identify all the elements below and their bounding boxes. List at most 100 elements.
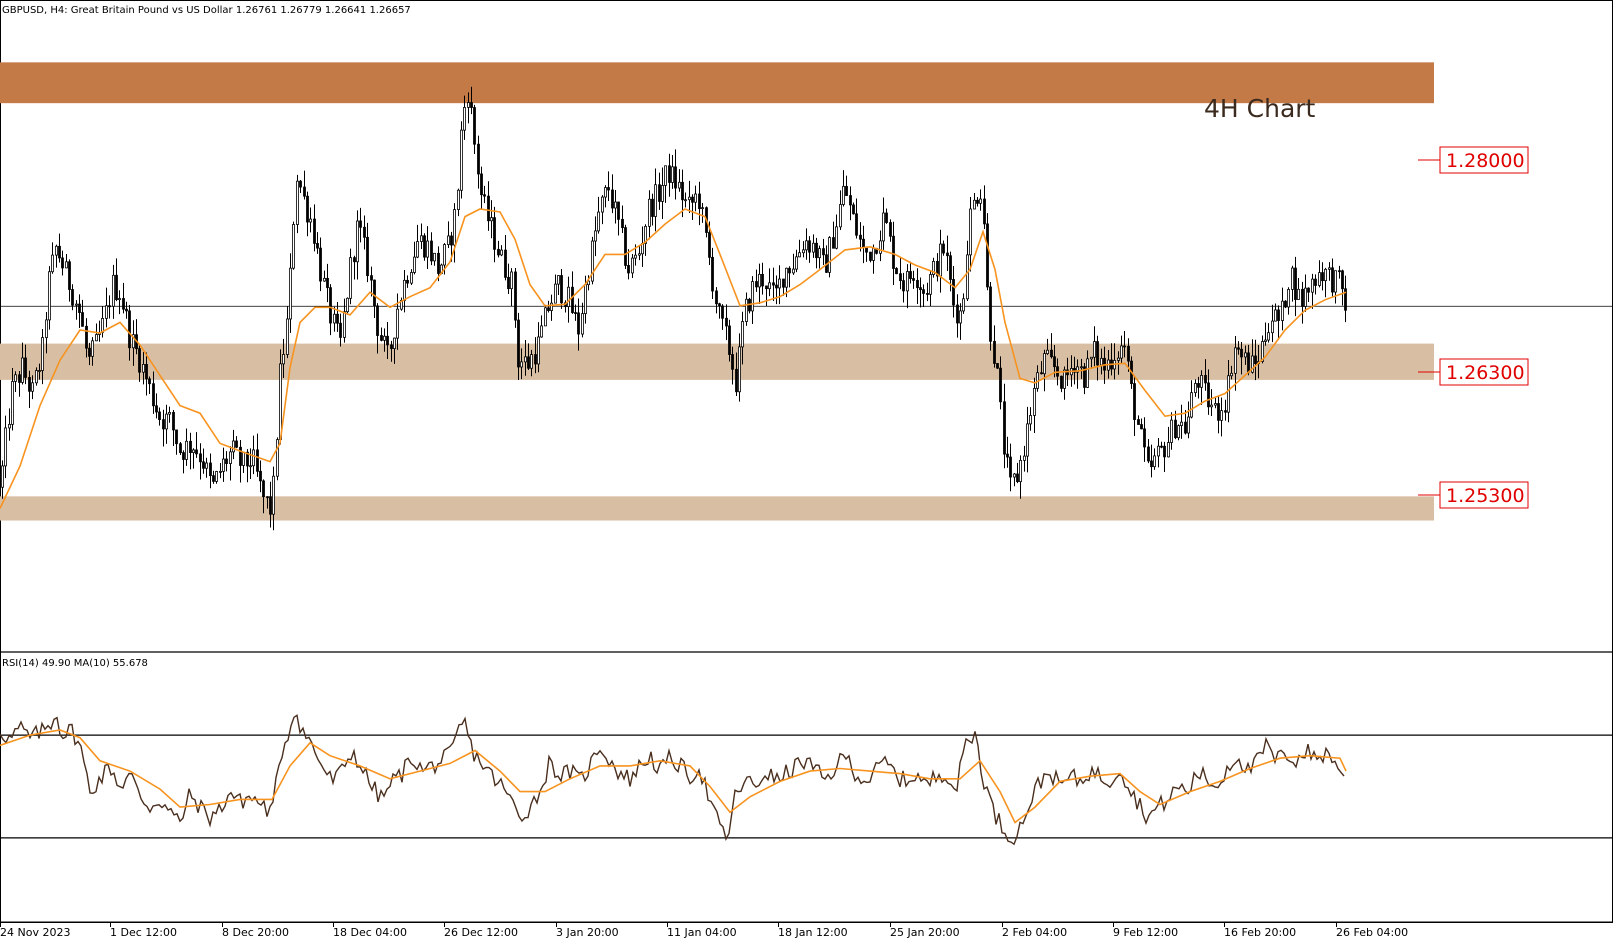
candle-body — [148, 378, 151, 385]
candle-body — [396, 308, 399, 339]
candle-body — [1234, 347, 1237, 374]
candle-body — [1016, 473, 1019, 483]
candle-body — [349, 257, 352, 299]
candle-body — [168, 412, 171, 415]
candle-body — [859, 234, 862, 240]
candle-body — [162, 419, 165, 430]
x-tick-label: 9 Feb 12:00 — [1113, 926, 1178, 939]
candle-body — [41, 337, 44, 371]
rsi-header: RSI(14) 49.90 MA(10) 55.678 — [2, 658, 148, 669]
candle-body — [959, 310, 962, 324]
candle-body — [155, 405, 158, 413]
candle-body — [128, 310, 131, 349]
candle-body — [1019, 459, 1022, 483]
candle-body — [1271, 320, 1274, 334]
candle-body — [778, 278, 781, 289]
candle-body — [782, 278, 785, 288]
candle-body — [805, 240, 808, 251]
candle-body — [648, 198, 651, 227]
candle-body — [1026, 423, 1029, 457]
label-layer: 1.28000 1.26300 1.25300 — [1418, 146, 1529, 509]
candle-body — [4, 427, 7, 467]
candle-body — [152, 383, 155, 407]
candle-body — [480, 173, 483, 196]
candle-body — [976, 199, 979, 204]
candle-body — [725, 317, 728, 327]
candle-body — [614, 201, 617, 209]
candle-body — [674, 166, 677, 189]
candle-body — [581, 313, 584, 335]
candle-body — [882, 212, 885, 242]
candle-body — [112, 274, 115, 307]
candle-body — [1046, 349, 1049, 354]
candle-body — [909, 271, 912, 279]
candle-body — [239, 446, 242, 466]
x-tick-label: 18 Jan 12:00 — [778, 926, 848, 939]
candle-body — [222, 458, 225, 472]
candle-body — [272, 475, 275, 515]
x-tick-label: 26 Dec 12:00 — [444, 926, 518, 939]
candle-body — [1117, 357, 1120, 361]
candle-body — [537, 336, 540, 365]
candle-body — [256, 449, 259, 472]
candle-body — [125, 308, 128, 312]
candle-body — [500, 249, 503, 256]
candle-body — [1200, 375, 1203, 388]
candle-body — [118, 298, 121, 300]
candle-body — [1247, 352, 1250, 373]
candle-body — [504, 249, 507, 278]
candle-body — [1150, 460, 1153, 468]
candle-body — [1100, 357, 1103, 366]
candle-body — [788, 267, 791, 274]
candle-body — [644, 225, 647, 244]
candle-body — [45, 319, 48, 338]
candle-body — [51, 254, 54, 273]
candle-body — [1050, 349, 1053, 358]
candle-body — [1177, 425, 1180, 439]
candle-body — [514, 271, 517, 321]
candle-body — [560, 275, 563, 304]
candle-body — [1287, 289, 1290, 308]
candle-body — [1224, 410, 1227, 413]
x-tick-label: 24 Nov 2023 — [0, 926, 70, 939]
candle-body — [785, 267, 788, 288]
candle-body — [31, 382, 34, 392]
candle-body — [550, 302, 553, 311]
candle-body — [822, 248, 825, 256]
candle-body — [370, 275, 373, 281]
candle-body — [142, 364, 145, 373]
candle-body — [1143, 428, 1146, 448]
candle-body — [993, 340, 996, 364]
candle-body — [1003, 401, 1006, 455]
candle-body — [359, 220, 362, 228]
candle-layer — [1, 86, 1347, 531]
candle-body — [1, 465, 4, 488]
zone-layer — [0, 62, 1613, 521]
candle-body — [668, 165, 671, 183]
candle-body — [651, 198, 654, 217]
candle-body — [252, 449, 255, 467]
x-tick-label: 18 Dec 04:00 — [333, 926, 407, 939]
candle-body — [795, 256, 798, 270]
candle-body — [105, 305, 108, 319]
candle-body — [326, 277, 329, 289]
candle-body — [333, 313, 336, 324]
candle-body — [101, 317, 104, 333]
candle-body — [741, 321, 744, 348]
candle-body — [738, 346, 741, 393]
candle-body — [849, 195, 852, 206]
candle-body — [604, 187, 607, 198]
candle-body — [758, 273, 761, 288]
candle-body — [189, 440, 192, 453]
symbol-header: GBPUSD, H4: Great Britain Pound vs US Do… — [2, 5, 411, 16]
candle-body — [410, 272, 413, 284]
candle-body — [225, 458, 228, 464]
candle-body — [1341, 270, 1344, 290]
candle-body — [942, 243, 945, 254]
candle-body — [534, 354, 537, 365]
candle-body — [1237, 347, 1240, 350]
candle-body — [1133, 383, 1136, 420]
candle-body — [373, 279, 376, 307]
candle-body — [792, 268, 795, 274]
candle-body — [654, 184, 657, 217]
